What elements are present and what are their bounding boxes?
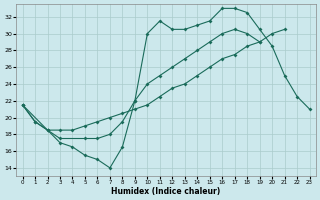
X-axis label: Humidex (Indice chaleur): Humidex (Indice chaleur) (111, 187, 221, 196)
